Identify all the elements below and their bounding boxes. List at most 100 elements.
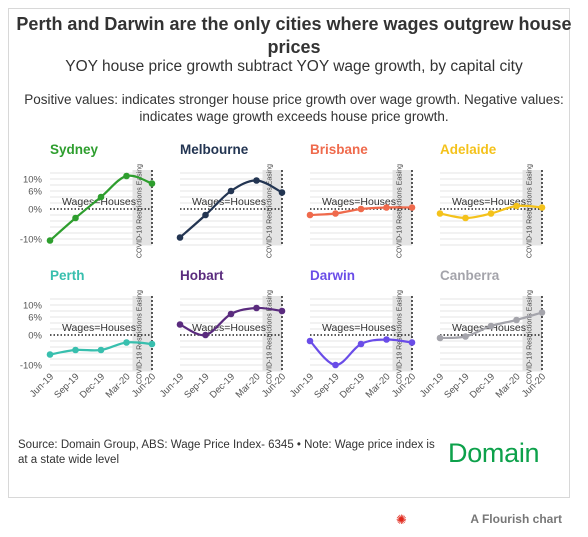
x-tick-label: Mar-20 bbox=[104, 371, 133, 400]
panel-title-hobart: Hobart bbox=[180, 268, 224, 283]
x-tick-label: Sep-19 bbox=[182, 371, 211, 400]
data-point-perth-4 bbox=[148, 340, 156, 348]
domain-logo: Domain bbox=[448, 438, 540, 468]
data-point-brisbane-1 bbox=[332, 210, 339, 217]
data-point-canberra-0 bbox=[436, 334, 444, 342]
y-tick-label: 0% bbox=[28, 205, 42, 216]
data-point-darwin-0 bbox=[306, 337, 314, 345]
reference-line-label: Wages=Houses bbox=[192, 196, 266, 208]
x-tick-label: Dec-19 bbox=[208, 371, 237, 400]
panel-title-brisbane: Brisbane bbox=[310, 142, 368, 157]
covid-band-label: COVID-19 Restrictions Easing bbox=[136, 290, 143, 384]
chart-subtitle: YOY house price growth subtract YOY wage… bbox=[65, 58, 523, 75]
x-tick-label: Sep-19 bbox=[442, 371, 471, 400]
y-tick-label: -10% bbox=[20, 235, 43, 246]
covid-band-label: COVID-19 Restrictions Easing bbox=[526, 164, 533, 258]
x-tick-label: Jun-20 bbox=[260, 371, 288, 399]
data-point-melbourne-3 bbox=[253, 177, 260, 184]
data-point-adelaide-3 bbox=[513, 202, 520, 210]
y-tick-label: 6% bbox=[28, 313, 42, 324]
x-tick-label: Mar-20 bbox=[234, 371, 263, 400]
y-tick-label: 10% bbox=[23, 301, 43, 312]
data-point-brisbane-2 bbox=[357, 205, 365, 213]
panel-title-canberra: Canberra bbox=[440, 268, 500, 283]
x-tick-label: Dec-19 bbox=[78, 371, 107, 400]
covid-band bbox=[132, 296, 152, 371]
chart-note: Positive values: indicates stronger hous… bbox=[24, 92, 564, 124]
covid-band bbox=[392, 296, 412, 371]
x-tick-label: Mar-20 bbox=[364, 371, 393, 400]
data-point-canberra-3 bbox=[513, 316, 520, 324]
data-point-perth-3 bbox=[123, 339, 130, 346]
data-point-adelaide-2 bbox=[487, 210, 495, 217]
data-point-melbourne-0 bbox=[176, 234, 184, 241]
data-point-canberra-4 bbox=[538, 309, 546, 316]
covid-band-label: COVID-19 Restrictions Easing bbox=[396, 290, 403, 384]
x-tick-label: Mar-20 bbox=[494, 371, 523, 400]
data-point-adelaide-4 bbox=[538, 204, 546, 211]
data-point-adelaide-0 bbox=[436, 210, 444, 217]
y-tick-label: -10% bbox=[20, 361, 43, 372]
y-tick-label: 0% bbox=[28, 331, 42, 342]
data-point-adelaide-1 bbox=[462, 214, 469, 222]
covid-band-label: COVID-19 Restrictions Easing bbox=[136, 164, 143, 258]
flourish-credit[interactable]: A Flourish chart bbox=[470, 512, 562, 526]
data-point-sydney-0 bbox=[46, 237, 54, 244]
x-tick-label: Jun-19 bbox=[28, 371, 56, 399]
reference-line-label: Wages=Houses bbox=[452, 196, 526, 208]
y-tick-label: 10% bbox=[23, 175, 43, 186]
reference-line-label: Wages=Houses bbox=[322, 322, 396, 334]
data-point-darwin-1 bbox=[332, 361, 339, 369]
data-point-darwin-2 bbox=[357, 340, 365, 348]
data-point-perth-2 bbox=[97, 346, 105, 354]
x-tick-label: Dec-19 bbox=[468, 371, 497, 400]
data-point-brisbane-3 bbox=[383, 204, 390, 211]
data-point-sydney-2 bbox=[97, 193, 105, 201]
data-point-sydney-4 bbox=[148, 180, 156, 187]
data-point-perth-1 bbox=[72, 346, 79, 354]
covid-band bbox=[132, 170, 152, 245]
x-tick-label: Jun-20 bbox=[390, 371, 418, 399]
data-point-perth-0 bbox=[46, 351, 54, 358]
data-point-melbourne-2 bbox=[227, 187, 235, 195]
y-tick-label: 6% bbox=[28, 187, 42, 198]
covid-band-label: COVID-19 Restrictions Easing bbox=[526, 290, 533, 384]
panel-title-perth: Perth bbox=[50, 268, 85, 283]
x-tick-label: Jun-19 bbox=[288, 371, 316, 399]
data-point-darwin-4 bbox=[408, 339, 416, 346]
data-point-canberra-1 bbox=[462, 333, 469, 340]
chart-card bbox=[8, 8, 570, 498]
reference-line-label: Wages=Houses bbox=[192, 322, 266, 334]
chart-title: Perth and Darwin are the only cities whe… bbox=[16, 14, 572, 57]
x-tick-label: Jun-19 bbox=[418, 371, 446, 399]
data-point-hobart-3 bbox=[253, 304, 260, 312]
panel-title-adelaide: Adelaide bbox=[440, 142, 497, 157]
x-tick-label: Sep-19 bbox=[52, 371, 81, 400]
data-point-hobart-4 bbox=[278, 307, 286, 315]
panel-title-darwin: Darwin bbox=[310, 268, 355, 283]
data-point-hobart-1 bbox=[202, 331, 209, 339]
data-point-melbourne-4 bbox=[278, 189, 286, 196]
panel-title-sydney: Sydney bbox=[50, 142, 99, 157]
data-point-melbourne-1 bbox=[202, 211, 209, 219]
data-point-hobart-0 bbox=[176, 321, 184, 328]
reference-line-label: Wages=Houses bbox=[322, 196, 396, 208]
panel-title-melbourne: Melbourne bbox=[180, 142, 249, 157]
data-point-darwin-3 bbox=[383, 336, 390, 343]
data-point-sydney-3 bbox=[123, 172, 130, 180]
data-point-canberra-2 bbox=[487, 322, 495, 330]
covid-band-label: COVID-19 Restrictions Easing bbox=[266, 164, 273, 258]
source-note: Source: Domain Group, ABS: Wage Price In… bbox=[18, 439, 435, 466]
reference-line-label: Wages=Houses bbox=[62, 196, 136, 208]
covid-band bbox=[262, 296, 282, 371]
data-point-brisbane-0 bbox=[306, 211, 314, 219]
data-point-brisbane-4 bbox=[408, 204, 416, 211]
covid-band-label: COVID-19 Restrictions Easing bbox=[396, 164, 403, 258]
x-tick-label: Jun-20 bbox=[130, 371, 158, 399]
x-tick-label: Jun-20 bbox=[520, 371, 548, 399]
data-point-hobart-2 bbox=[227, 310, 235, 318]
reference-line-label: Wages=Houses bbox=[62, 322, 136, 334]
x-tick-label: Sep-19 bbox=[312, 371, 341, 400]
covid-band-label: COVID-19 Restrictions Easing bbox=[266, 290, 273, 384]
